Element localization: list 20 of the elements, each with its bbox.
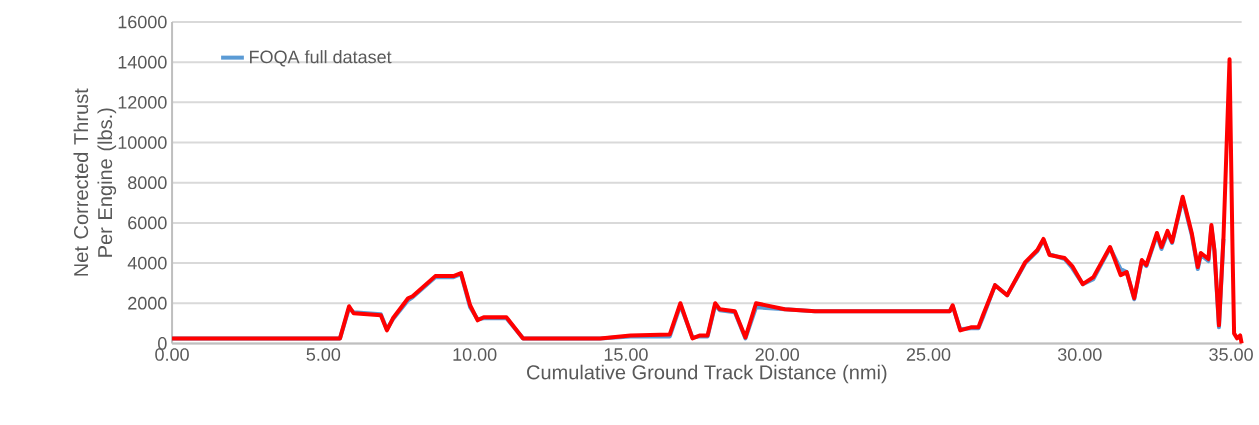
legend-label: FOQA full dataset — [250, 49, 392, 67]
y-tick-label: 10000 — [118, 135, 167, 149]
x-tick-label: 10.00 — [453, 347, 497, 361]
y-tick-label: 4000 — [127, 256, 167, 270]
y-tick-label: 6000 — [128, 216, 167, 230]
y-tick-label: 2000 — [128, 296, 167, 310]
x-tick-label: 5.00 — [306, 347, 341, 361]
x-tick-label: 0.00 — [155, 347, 189, 361]
x-tick-label: 35.00 — [1209, 347, 1253, 361]
x-tick-label: 15.00 — [604, 347, 648, 361]
x-tick-label: 20.00 — [755, 347, 800, 361]
y-tick-label: 0 — [158, 336, 167, 350]
y-tick-label: 12000 — [118, 95, 167, 109]
x-axis-title: Cumulative Ground Track Distance (nmi) — [527, 364, 887, 384]
x-tick-label: 30.00 — [1057, 347, 1102, 361]
y-tick-label: 8000 — [128, 176, 167, 189]
y-tick-label: 14000 — [118, 55, 167, 69]
x-tick-label: 25.00 — [906, 347, 951, 361]
y-tick-label: 16000 — [118, 15, 167, 29]
y-axis-title: Net Corrected Thrust Per Engine (lbs.) — [73, 88, 117, 276]
